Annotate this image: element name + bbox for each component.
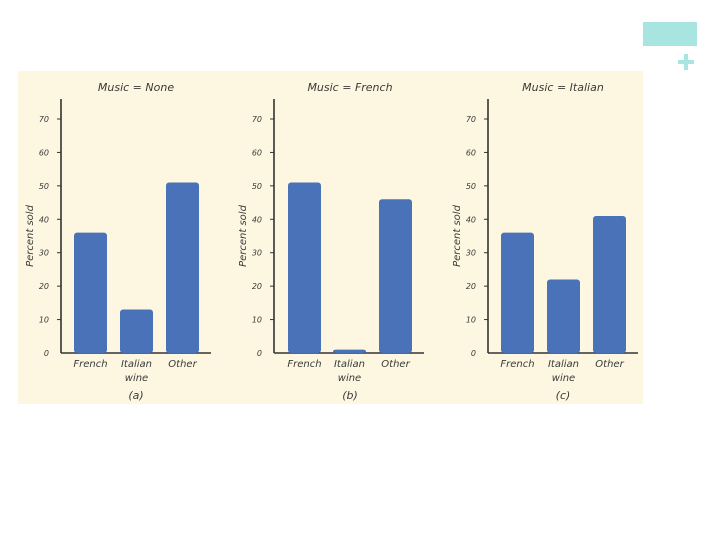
plus-icon — [676, 52, 696, 72]
y-tick-label: 0 — [44, 349, 49, 358]
chart-caption: (b) — [342, 389, 358, 402]
x-tick-label: French — [73, 359, 107, 370]
y-tick-label: 70 — [252, 115, 262, 124]
bar — [120, 309, 153, 353]
x-tick-label: Italian — [548, 359, 579, 370]
y-axis-label: Percent sold — [238, 204, 249, 266]
slide-accent-bar — [643, 22, 697, 46]
x-tick-label: Other — [168, 359, 197, 370]
bar — [593, 215, 626, 353]
chart-caption: (c) — [556, 389, 571, 402]
y-tick-label: 0 — [471, 349, 476, 358]
x-tick-label: wine — [125, 373, 148, 384]
y-tick-label: 10 — [252, 316, 262, 325]
y-tick-label: 50 — [39, 182, 49, 191]
bar — [547, 279, 580, 353]
bar — [333, 349, 366, 353]
y-tick-label: 60 — [252, 148, 262, 157]
bar — [501, 232, 534, 353]
bar-charts: Music = None Percent sold 0 10 20 30 40 50 60 70 F… — [25, 81, 638, 402]
y-tick-label: 20 — [252, 282, 262, 291]
x-tick-label: French — [287, 359, 321, 370]
x-tick-label: Italian — [334, 359, 365, 370]
chart-title: Music = French — [307, 81, 392, 94]
y-tick-label: 50 — [252, 182, 262, 191]
bar — [74, 232, 107, 353]
chart-title: Music = Italian — [522, 81, 604, 94]
x-tick-label: Other — [381, 359, 410, 370]
y-tick-label: 20 — [39, 282, 49, 291]
y-tick-label: 60 — [39, 148, 49, 157]
y-tick-label: 10 — [39, 316, 49, 325]
x-tick-label: Italian — [121, 359, 152, 370]
y-tick-label: 10 — [466, 316, 476, 325]
bar — [288, 182, 321, 353]
y-tick-label: 20 — [466, 282, 476, 291]
y-tick-label: 30 — [252, 249, 262, 258]
y-tick-label: 70 — [39, 115, 49, 124]
y-axis-label: Percent sold — [452, 204, 463, 266]
chart-caption: (a) — [128, 389, 143, 402]
y-tick-label: 50 — [466, 182, 476, 191]
x-tick-label: French — [500, 359, 534, 370]
y-tick-label: 30 — [466, 249, 476, 258]
y-tick-label: 60 — [466, 148, 476, 157]
y-axis-label: Percent sold — [25, 204, 36, 266]
x-tick-label: wine — [338, 373, 361, 384]
x-tick-label: wine — [552, 373, 575, 384]
bar — [166, 182, 199, 353]
y-tick-label: 40 — [252, 215, 262, 224]
chart-title: Music = None — [98, 81, 174, 94]
x-tick-label: Other — [595, 359, 624, 370]
figure-panel: Music = None Percent sold 0 10 20 30 40 50 60 70 F… — [18, 71, 643, 404]
y-tick-label: 30 — [39, 249, 49, 258]
bar — [379, 199, 412, 353]
y-tick-label: 0 — [257, 349, 262, 358]
y-tick-label: 40 — [466, 215, 476, 224]
y-tick-label: 40 — [39, 215, 49, 224]
y-tick-label: 70 — [466, 115, 476, 124]
